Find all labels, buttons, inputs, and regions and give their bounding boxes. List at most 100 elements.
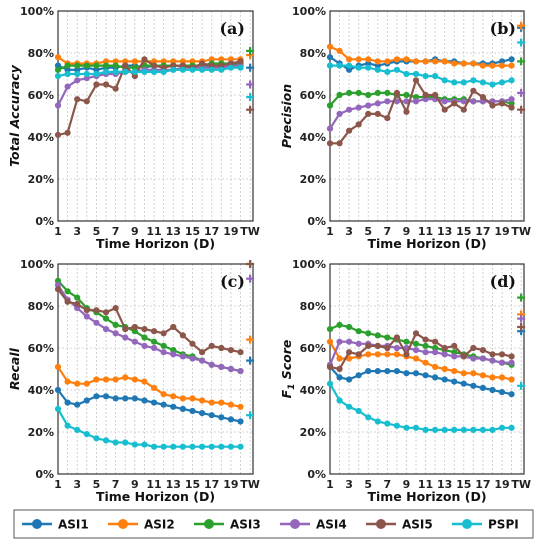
legend-label: ASI4 (316, 518, 347, 532)
data-point-asi5 (64, 129, 71, 136)
data-point-asi5 (227, 347, 235, 354)
data-point-pspi (432, 426, 439, 433)
plot-frame (329, 10, 525, 222)
legend-label: PSPI (488, 518, 519, 532)
data-point-pspi (508, 424, 515, 431)
data-point-asi5 (393, 334, 400, 341)
data-point-asi1 (479, 384, 487, 391)
x-tick-label: 1 (54, 478, 62, 491)
x-tick-label: 3 (73, 225, 81, 238)
data-point-asi2 (122, 374, 129, 381)
tw-marker-asi5 (246, 260, 255, 268)
data-point-asi1 (441, 376, 448, 383)
data-point-asi3 (64, 288, 71, 295)
y-tick-label: 20% (300, 173, 326, 186)
series-line-asi4 (57, 284, 241, 373)
tw-marker-asi3 (246, 46, 255, 55)
data-point-asi2 (412, 58, 420, 65)
data-point-asi5 (112, 85, 119, 92)
data-point-asi2 (508, 376, 515, 383)
y-axis-label: F1 Score (279, 340, 297, 399)
data-point-pspi (218, 443, 225, 450)
x-axis-label: Time Horizon (D) (367, 236, 486, 251)
data-point-asi5 (432, 338, 439, 345)
data-point-pspi (365, 414, 372, 421)
data-point-asi5 (470, 87, 477, 94)
data-point-asi3 (93, 62, 100, 69)
data-point-asi5 (365, 110, 372, 117)
y-tick-label: 80% (28, 300, 54, 313)
data-point-asi4 (208, 361, 215, 368)
data-point-asi2 (441, 58, 448, 65)
data-point-asi2 (64, 378, 71, 385)
data-point-asi4 (432, 349, 439, 356)
data-point-asi1 (403, 370, 410, 377)
data-point-asi1 (179, 405, 186, 412)
data-point-asi5 (441, 106, 448, 113)
data-point-asi2 (237, 403, 244, 410)
data-point-asi5 (451, 100, 458, 107)
data-point-asi2 (451, 368, 458, 375)
data-point-asi1 (160, 401, 167, 408)
data-point-asi5 (422, 91, 429, 99)
legend: ASI1 ASI2 ASI3 ASI4 ASI5 PSPI (13, 509, 534, 539)
data-point-asi4 (374, 100, 381, 107)
data-point-asi2 (54, 363, 62, 370)
data-point-pspi (326, 380, 334, 387)
x-tick-label: 9 (403, 225, 411, 238)
data-point-pspi (393, 66, 400, 73)
data-point-pspi (336, 397, 343, 404)
data-point-asi2 (189, 395, 196, 402)
tw-marker-asi4 (517, 88, 526, 97)
tw-marker-asi5 (246, 105, 255, 114)
data-point-asi5 (432, 91, 439, 99)
tw-marker-asi4 (246, 80, 255, 89)
data-point-asi1 (198, 410, 206, 417)
data-point-asi2 (326, 43, 334, 50)
legend-swatch-marker (290, 519, 300, 529)
data-point-asi2 (112, 376, 119, 383)
data-point-asi5 (170, 323, 177, 331)
data-point-asi2 (393, 351, 400, 358)
y-tick-label: 20% (28, 426, 54, 439)
data-point-pspi (102, 68, 110, 75)
x-tick-label: 5 (364, 225, 372, 238)
data-point-asi1 (64, 399, 71, 406)
x-axis-label: Time Horizon (D) (96, 489, 215, 504)
data-point-asi3 (374, 332, 381, 339)
y-tick-label: 80% (300, 300, 326, 313)
data-point-pspi (64, 70, 71, 78)
x-tick-label: 17 (204, 478, 219, 491)
data-point-asi5 (460, 353, 467, 360)
data-point-pspi (160, 68, 167, 75)
data-point-asi5 (93, 307, 100, 314)
data-point-asi1 (451, 378, 458, 385)
data-point-asi5 (122, 62, 129, 69)
data-point-asi5 (384, 115, 391, 122)
data-point-asi2 (432, 58, 439, 65)
data-point-asi2 (198, 397, 206, 404)
data-point-asi1 (131, 395, 138, 402)
legend-item-asi4: ASI4 (280, 518, 347, 532)
data-point-asi5 (237, 58, 244, 65)
data-point-asi1 (54, 386, 62, 394)
data-point-asi4 (170, 351, 177, 358)
legend-item-asi2: ASI2 (108, 518, 175, 532)
legend-item-asi1: ASI1 (22, 518, 89, 532)
data-point-pspi (384, 420, 391, 427)
data-point-asi1 (432, 374, 439, 381)
data-point-asi4 (346, 338, 353, 345)
data-point-pspi (160, 443, 167, 450)
y-tick-label: 100% (292, 5, 326, 18)
data-point-asi3 (74, 294, 81, 301)
series-pspi (54, 405, 255, 450)
y-tick-label: 40% (300, 131, 326, 144)
data-point-asi4 (179, 353, 186, 360)
data-point-asi5 (374, 110, 381, 117)
data-point-pspi (189, 443, 196, 450)
series-asi2 (326, 21, 526, 69)
data-point-asi5 (179, 332, 186, 339)
legend-label: ASI3 (230, 518, 261, 532)
y-tick-label: 40% (28, 131, 54, 144)
x-tick-label: 9 (131, 225, 139, 238)
